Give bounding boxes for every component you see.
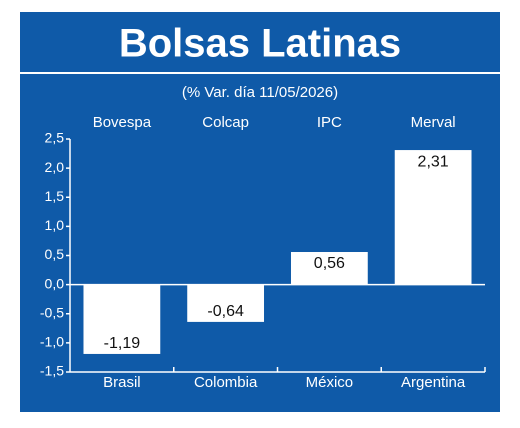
bar — [394, 150, 472, 285]
x-tick-label: Colombia — [194, 374, 258, 391]
index-label: Merval — [411, 114, 456, 131]
bar — [290, 252, 368, 285]
y-tick-label: 0,5 — [45, 246, 65, 262]
x-tick-label: Brasil — [103, 374, 141, 391]
y-tick-label: -0,5 — [40, 304, 64, 320]
bar — [187, 284, 265, 322]
value-label: 2,31 — [418, 153, 449, 170]
value-label: 0,56 — [314, 255, 345, 272]
value-label: -1,19 — [104, 335, 141, 352]
chart-title: Bolsas Latinas — [119, 22, 401, 66]
bar — [83, 284, 161, 354]
y-tick-label: -1,5 — [40, 363, 64, 379]
chart-subtitle: (% Var. día 11/05/2026) — [182, 84, 338, 101]
x-tick-label: Argentina — [401, 374, 466, 391]
y-tick-label: 2,5 — [45, 130, 65, 146]
x-tick-label: México — [306, 374, 354, 391]
y-tick-label: -1,0 — [40, 334, 64, 350]
y-tick-label: 0,0 — [45, 275, 65, 291]
index-label: Colcap — [202, 114, 249, 131]
y-tick-label: 1,5 — [45, 188, 65, 204]
value-label: -0,64 — [207, 303, 244, 320]
index-label: IPC — [317, 114, 342, 131]
index-label: Bovespa — [93, 114, 152, 131]
y-tick-label: 2,0 — [45, 159, 65, 175]
y-tick-label: 1,0 — [45, 217, 65, 233]
